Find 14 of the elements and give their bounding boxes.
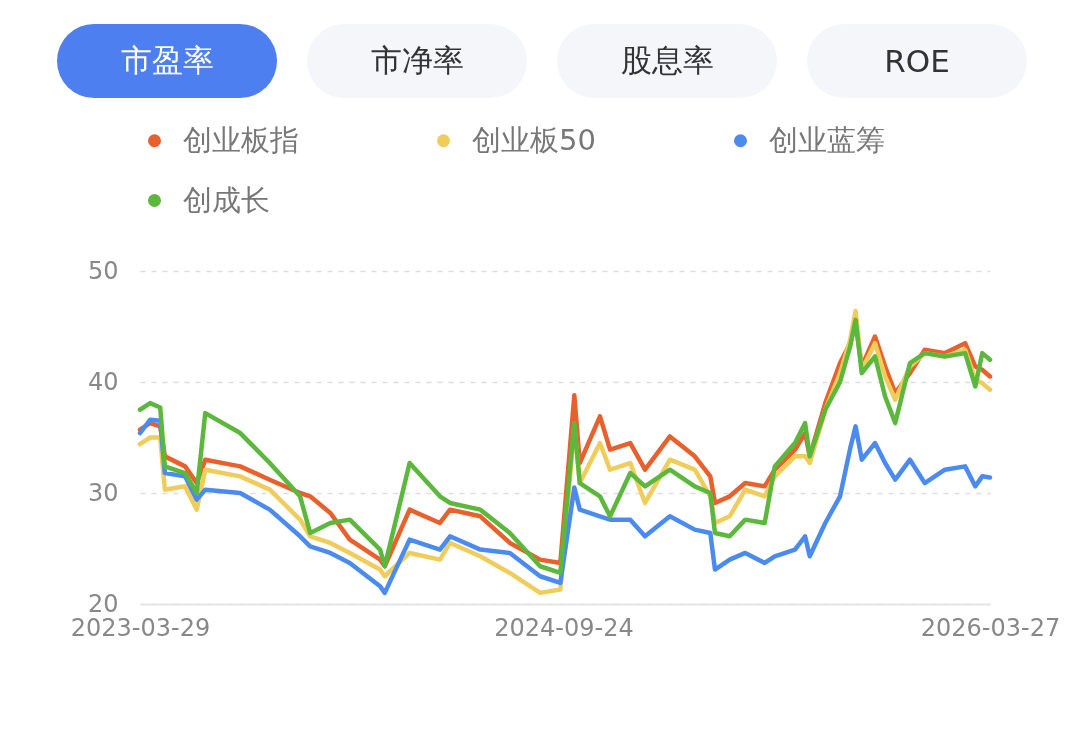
y-tick-label: 40 [87,367,119,396]
x-tick-label: 2026-03-27 [920,613,1061,642]
text: ROE [807,24,1027,98]
y-tick-label: 50 [87,256,119,285]
legend-label: 创业板50 [472,122,596,157]
legend-label: 创业板指 [183,122,299,157]
x-tick-label: 2024-09-24 [494,613,634,642]
text: 股息率 [557,24,777,98]
y-tick-label: 30 [87,478,119,507]
legend-label: 创业蓝筹 [769,122,885,157]
legend-label: 创成长 [183,182,270,217]
text: 市净率 [307,24,527,98]
text: 市盈率 [57,24,277,98]
line-series [137,417,993,596]
